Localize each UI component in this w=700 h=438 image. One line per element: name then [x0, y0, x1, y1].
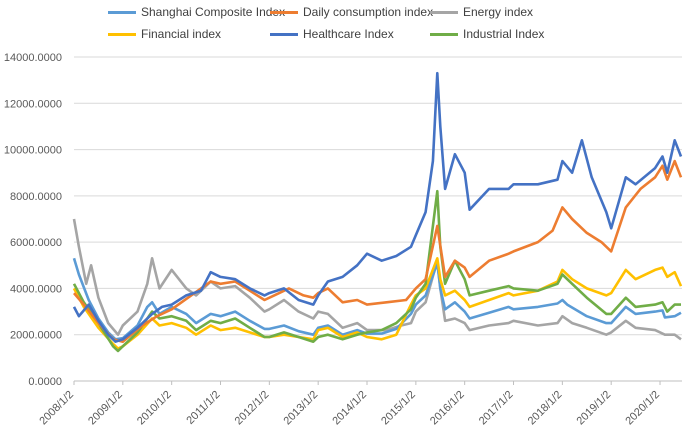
x-tick-label: 2009/1/2 [86, 389, 125, 428]
series-line-shanghai-composite-index [72, 257, 682, 341]
legend-item-energy: Energy index [430, 5, 533, 19]
series-line-energy-index [72, 218, 682, 341]
x-tick-label: 2015/1/2 [379, 389, 418, 428]
legend-item-daily-consumption: Daily consumption index [270, 5, 433, 19]
legend-label-healthcare: Healthcare Index [303, 27, 394, 41]
chart-legend: Shanghai Composite Index Daily consumpti… [0, 0, 700, 50]
x-tick-label: 2018/1/2 [526, 389, 565, 428]
y-tick-label: 2000.0000 [10, 330, 62, 342]
x-tick-label: 2011/1/2 [184, 389, 222, 427]
series-line-financial-index [72, 257, 683, 350]
x-tick-label: 2017/1/2 [477, 389, 516, 428]
legend-item-industrial: Industrial Index [430, 27, 544, 41]
y-tick-label: 14000.0000 [4, 52, 62, 64]
y-tick-label: 10000.0000 [4, 145, 62, 157]
y-tick-label: 0.0000 [28, 376, 62, 388]
y-tick-label: 4000.0000 [10, 283, 62, 295]
legend-label-shanghai-composite: Shanghai Composite Index [141, 5, 286, 19]
legend-item-healthcare: Healthcare Index [270, 27, 394, 41]
x-tick-label: 2013/1/2 [282, 389, 321, 428]
series-line-healthcare-index [72, 71, 683, 343]
legend-swatch-financial [108, 32, 136, 36]
legend-label-energy: Energy index [463, 5, 534, 19]
x-tick-label: 2019/1/2 [575, 389, 614, 428]
legend-swatch-daily-consumption [270, 10, 298, 14]
series-line-industrial-index [72, 189, 681, 353]
x-tick-label: 2010/1/2 [135, 389, 174, 428]
legend-swatch-healthcare [270, 32, 298, 36]
x-tick-label: 2014/1/2 [330, 389, 369, 428]
series-line-daily-consumption-index [73, 159, 683, 343]
y-tick-label: 6000.0000 [10, 237, 62, 249]
legend-label-daily-consumption: Daily consumption index [303, 5, 434, 19]
y-tick-label: 8000.0000 [10, 191, 62, 203]
legend-item-financial: Financial index [108, 27, 221, 41]
x-tick-label: 2016/1/2 [428, 389, 467, 428]
legend-label-industrial: Industrial Index [463, 27, 545, 41]
x-tick-label: 2008/1/2 [37, 389, 76, 428]
x-tick-label: 2020/1/2 [623, 389, 662, 428]
legend-label-financial: Financial index [141, 27, 222, 41]
x-tick-label: 2012/1/2 [233, 389, 272, 428]
legend-swatch-energy [430, 10, 458, 14]
y-tick-label: 12000.0000 [4, 98, 62, 110]
legend-swatch-shanghai-composite [108, 10, 136, 14]
legend-swatch-industrial [430, 32, 458, 36]
legend-item-shanghai-composite: Shanghai Composite Index [108, 5, 285, 19]
